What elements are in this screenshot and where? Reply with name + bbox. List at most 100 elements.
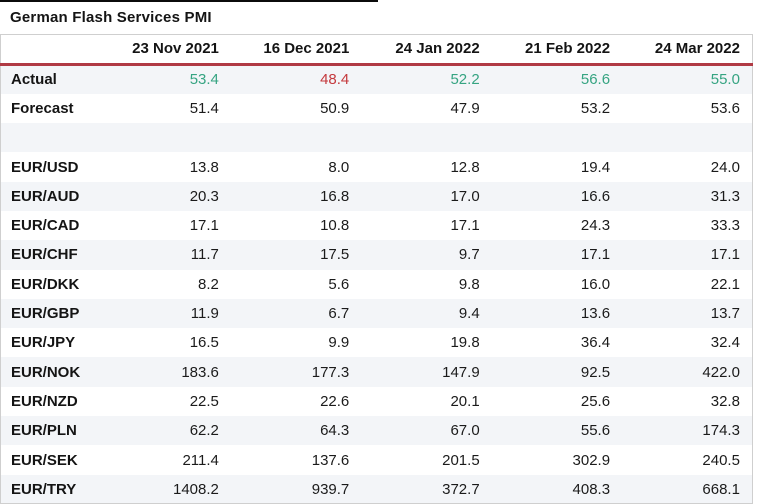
value-cell: 92.5 (580, 363, 611, 381)
value-cell: 22.1 (710, 275, 740, 293)
row-label: Actual (11, 71, 57, 89)
value-cell: 12.8 (450, 158, 480, 176)
row-label (1, 123, 101, 152)
value-cell: 47.9 (450, 99, 480, 117)
table-row: EUR/TRY 1408.2 939.7 372.7 408.3 668.1 (0, 474, 753, 504)
table-row: EUR/NOK 183.6 177.3 147.9 92.5 422.0 (0, 357, 753, 387)
table-row: EUR/GBP 11.9 6.7 9.4 13.6 13.7 (0, 298, 753, 329)
value-cell: 50.9 (320, 99, 350, 117)
value-cell: 13.6 (580, 305, 611, 323)
value-cell: 11.7 (190, 246, 219, 264)
table-row: EUR/JPY 16.5 9.9 19.8 36.4 32.4 (0, 328, 753, 358)
value-cell: 13.8 (189, 158, 219, 176)
corner-cell (0, 34, 101, 66)
value-cell: 13.7 (710, 305, 740, 323)
value-cell: 174.3 (702, 422, 740, 440)
value-cell: 422.0 (702, 363, 740, 381)
value-cell: 11.9 (190, 305, 219, 323)
value-cell (492, 123, 622, 152)
value-cell: 16.5 (189, 334, 219, 352)
value-cell: 62.2 (189, 422, 219, 440)
value-cell: 183.6 (181, 363, 219, 381)
value-cell: 16.0 (580, 275, 611, 293)
table-row: EUR/NZD 22.5 22.6 20.1 25.6 32.8 (0, 386, 753, 417)
value-cell: 31.3 (710, 187, 740, 205)
value-cell: 6.7 (328, 305, 350, 323)
value-cell: 17.1 (189, 217, 219, 235)
row-label: EUR/JPY (11, 334, 76, 352)
column-header: 16 Dec 2021 (230, 34, 362, 66)
table-row: EUR/PLN 62.2 64.3 67.0 55.6 174.3 (0, 416, 753, 446)
value-cell: 25.6 (580, 392, 611, 410)
value-cell: 8.2 (198, 275, 219, 293)
value-cell: 32.8 (710, 392, 740, 410)
window-edge-artifact (0, 0, 378, 2)
value-cell: 302.9 (572, 451, 611, 469)
value-cell: 52.2 (450, 71, 480, 89)
value-cell: 9.9 (328, 334, 350, 352)
value-cell: 1408.2 (173, 480, 219, 498)
row-label: EUR/CAD (11, 217, 80, 235)
table-row: EUR/CAD 17.1 10.8 17.1 24.3 33.3 (0, 210, 753, 241)
table-row: EUR/CHF 11.7 17.5 9.7 17.1 17.1 (0, 240, 753, 270)
table-header: 23 Nov 2021 16 Dec 2021 24 Jan 2022 21 Feb … (0, 34, 753, 66)
value-cell: 24.3 (580, 217, 611, 235)
value-cell: 22.5 (189, 392, 219, 410)
column-header: 24 Jan 2022 (361, 34, 492, 66)
value-cell: 9.7 (458, 246, 480, 264)
value-cell: 36.4 (580, 334, 611, 352)
value-cell: 32.4 (710, 334, 740, 352)
value-cell: 177.3 (311, 363, 350, 381)
value-cell (231, 123, 361, 152)
row-label: EUR/AUD (11, 187, 80, 205)
value-cell: 55.6 (580, 422, 611, 440)
value-cell: 53.4 (189, 71, 219, 89)
row-label: Forecast (11, 99, 74, 117)
value-cell: 8.0 (328, 158, 350, 176)
value-cell: 20.1 (450, 392, 480, 410)
value-cell (101, 123, 231, 152)
value-cell: 55.0 (710, 71, 740, 89)
value-cell: 10.8 (320, 217, 350, 235)
pmi-data-table: 23 Nov 2021 16 Dec 2021 24 Jan 2022 21 Feb … (0, 34, 753, 504)
column-header: 23 Nov 2021 (100, 34, 231, 66)
table-row: EUR/USD 13.8 8.0 12.8 19.4 24.0 (0, 152, 753, 182)
value-cell: 372.7 (442, 480, 480, 498)
value-cell: 5.6 (328, 275, 350, 293)
table-row: EUR/AUD 20.3 16.8 17.0 16.6 31.3 (0, 181, 753, 211)
value-cell: 668.1 (702, 480, 740, 498)
value-cell: 64.3 (320, 422, 350, 440)
page-title: German Flash Services PMI (10, 9, 212, 26)
value-cell: 48.4 (320, 71, 350, 89)
value-cell (361, 123, 491, 152)
spacer-row (0, 123, 753, 153)
value-cell: 17.0 (450, 187, 480, 205)
row-label: EUR/PLN (11, 422, 77, 440)
value-cell: 137.6 (311, 451, 350, 469)
value-cell: 147.9 (442, 363, 480, 381)
row-label: EUR/USD (11, 158, 79, 176)
value-cell: 211.4 (182, 451, 219, 469)
row-label: EUR/TRY (11, 480, 77, 498)
table-body: Actual 53.4 48.4 52.2 56.6 55.0 Forecast 51.4 50… (0, 64, 753, 504)
column-header: 21 Feb 2022 (491, 34, 623, 66)
header-row: 23 Nov 2021 16 Dec 2021 24 Jan 2022 21 Feb … (0, 34, 753, 66)
value-cell: 16.6 (580, 187, 611, 205)
row-label: EUR/DKK (11, 275, 80, 293)
value-cell: 19.4 (580, 158, 611, 176)
row-label: EUR/GBP (11, 305, 80, 323)
value-cell: 17.1 (580, 246, 611, 264)
value-cell: 201.5 (442, 451, 480, 469)
table-row: Forecast 51.4 50.9 47.9 53.2 53.6 (0, 93, 753, 124)
table-row: Actual 53.4 48.4 52.2 56.6 55.0 (0, 64, 753, 94)
value-cell: 17.1 (710, 246, 740, 264)
value-cell: 51.4 (189, 99, 219, 117)
row-label: EUR/SEK (11, 451, 78, 469)
value-cell: 17.1 (450, 217, 480, 235)
row-label: EUR/CHF (11, 246, 78, 264)
value-cell: 53.6 (710, 99, 740, 117)
value-cell: 22.6 (320, 392, 350, 410)
row-label: EUR/NOK (11, 363, 81, 381)
value-cell: 56.6 (580, 71, 611, 89)
value-cell: 9.8 (458, 275, 480, 293)
